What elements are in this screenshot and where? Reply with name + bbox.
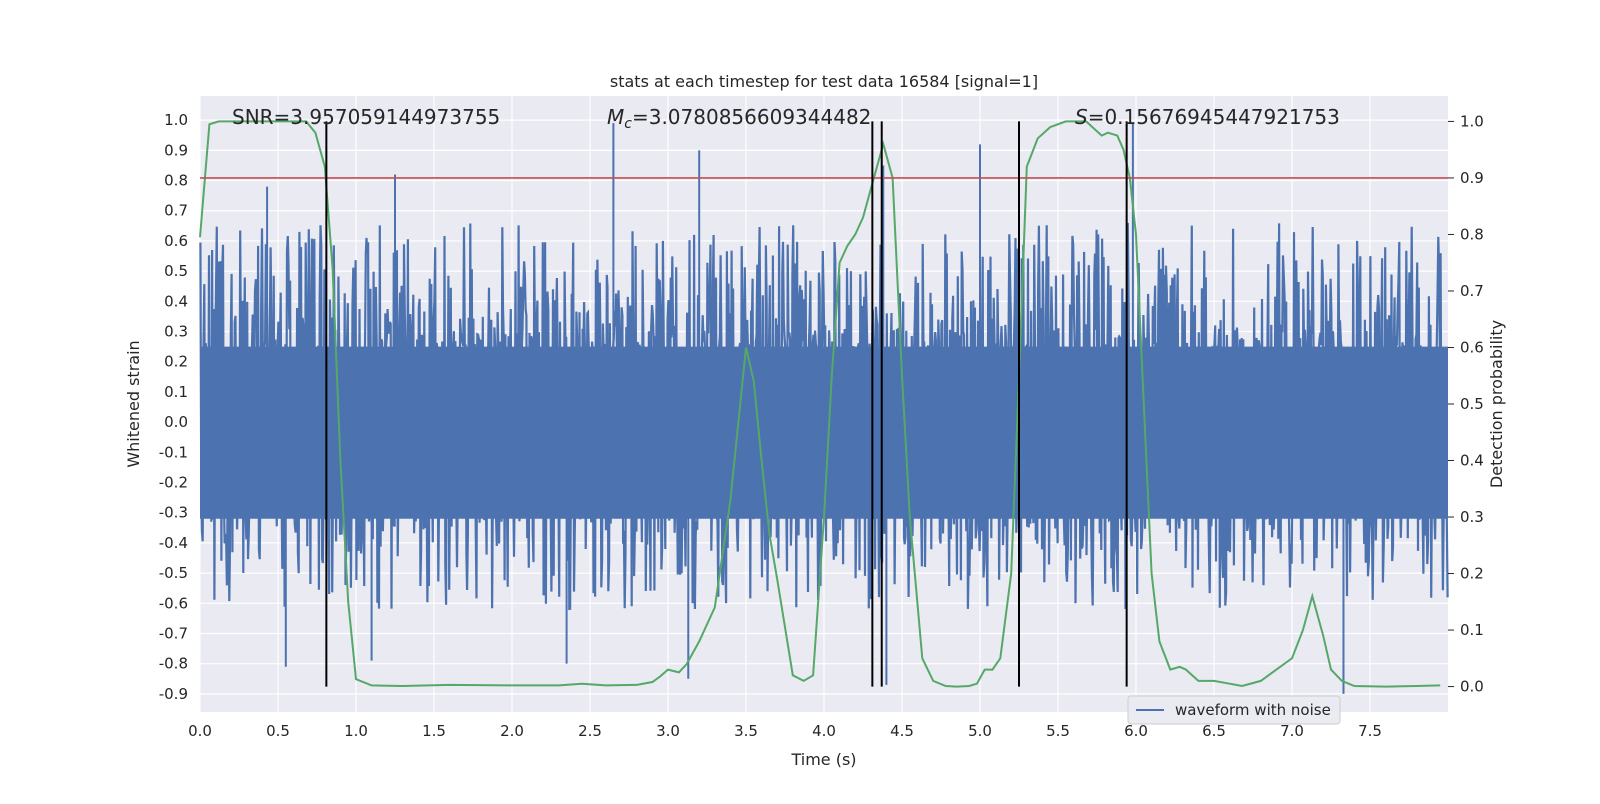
y-tick-label-right: 0.6 xyxy=(1460,338,1484,356)
x-tick-label: 0.5 xyxy=(266,722,290,740)
y-tick-label-left: -0.1 xyxy=(159,443,188,461)
x-tick-label: 4.5 xyxy=(890,722,914,740)
x-tick-label: 3.0 xyxy=(656,722,680,740)
waveform-band xyxy=(200,346,1448,519)
y-tick-label-left: -0.6 xyxy=(159,594,188,612)
mc-annotation: Mc=3.0780856609344482 xyxy=(607,105,871,132)
y-tick-label-left: 0.7 xyxy=(164,202,188,220)
x-tick-label: 2.0 xyxy=(500,722,524,740)
legend: waveform with noise xyxy=(1127,695,1341,725)
y-tick-label-left: 0.1 xyxy=(164,383,188,401)
y-tick-label-right: 0.5 xyxy=(1460,395,1484,413)
y-tick-label-left: 0.5 xyxy=(164,262,188,280)
x-axis-label: Time (s) xyxy=(790,750,856,769)
x-tick-label: 6.5 xyxy=(1202,722,1226,740)
y-tick-label-right: 0.0 xyxy=(1460,678,1484,696)
waveform-series xyxy=(199,123,1449,694)
x-tick-label: 1.5 xyxy=(422,722,446,740)
x-tick-label: 5.0 xyxy=(968,722,992,740)
y-tick-label-left: 0.9 xyxy=(164,141,188,159)
overlays xyxy=(200,121,1448,687)
x-tick-label: 4.0 xyxy=(812,722,836,740)
y-axis-label-right: Detection probability xyxy=(1487,320,1506,488)
y-axis-label-left: Whitened strain xyxy=(124,340,143,467)
y-tick-label-right: 1.0 xyxy=(1460,112,1484,130)
y-tick-label-left: 0.2 xyxy=(164,353,188,371)
s-annotation: S=0.15676945447921753 xyxy=(1075,105,1340,129)
y-tick-label-left: 0.4 xyxy=(164,292,188,310)
snr-annotation: SNR=3.957059144973755 xyxy=(232,105,500,129)
y-tick-label-left: 1.0 xyxy=(164,111,188,129)
y-tick-label-right: 0.3 xyxy=(1460,508,1484,526)
y-tick-label-left: -0.7 xyxy=(159,624,188,642)
y-tick-label-right: 0.8 xyxy=(1460,225,1484,243)
legend-label-waveform: waveform with noise xyxy=(1175,701,1331,719)
axes: 0.0 0.5 1.0 1.5 2.0 2.5 3.0 3.5 4.0 4.5 5.0 5.5 6.0 6… xyxy=(159,111,1484,740)
y-tick-label-right: 0.1 xyxy=(1460,621,1484,639)
x-tick-label: 6.0 xyxy=(1124,722,1148,740)
y-tick-label-left: -0.8 xyxy=(159,655,188,673)
y-tick-label-right: 0.4 xyxy=(1460,452,1484,470)
y-tick-label-left: -0.9 xyxy=(159,685,188,703)
y-tick-label-left: 0.8 xyxy=(164,172,188,190)
y-tick-label-right: 0.7 xyxy=(1460,282,1484,300)
y-tick-label-left: -0.5 xyxy=(159,564,188,582)
x-tick-label: 0.0 xyxy=(188,722,212,740)
x-tick-label: 7.5 xyxy=(1358,722,1382,740)
x-tick-label: 3.5 xyxy=(734,722,758,740)
y-tick-label-left: 0.3 xyxy=(164,323,188,341)
y-tick-label-right: 0.2 xyxy=(1460,565,1484,583)
y-tick-label-left: -0.2 xyxy=(159,474,188,492)
x-tick-label: 5.5 xyxy=(1046,722,1070,740)
y-tick-label-left: 0.6 xyxy=(164,232,188,250)
chart-title: stats at each timestep for test data 165… xyxy=(610,72,1038,91)
x-tick-label: 1.0 xyxy=(344,722,368,740)
x-tick-label: 7.0 xyxy=(1280,722,1304,740)
legend-box xyxy=(1127,695,1341,725)
y-tick-label-left: -0.3 xyxy=(159,504,188,522)
y-tick-label-right: 0.9 xyxy=(1460,169,1484,187)
x-tick-label: 2.5 xyxy=(578,722,602,740)
y-tick-label-left: 0.0 xyxy=(164,413,188,431)
y-tick-label-left: -0.4 xyxy=(159,534,188,552)
